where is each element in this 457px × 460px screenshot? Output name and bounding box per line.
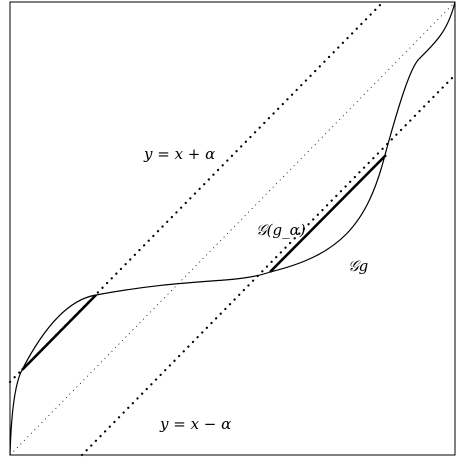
diagonal-line: [9, 1, 456, 456]
g-alpha-label: 𝒢(g_α): [256, 221, 306, 239]
lower-line-label: y = x − α: [159, 415, 231, 433]
chord-left: [21, 294, 97, 371]
lower-offset-line: [80, 73, 457, 457]
chord-right: [269, 154, 387, 273]
curve-g: [9, 1, 456, 456]
plot-frame: [9, 1, 456, 456]
g-label: 𝒢g: [348, 257, 368, 275]
upper-line-label: y = x + α: [143, 145, 215, 163]
